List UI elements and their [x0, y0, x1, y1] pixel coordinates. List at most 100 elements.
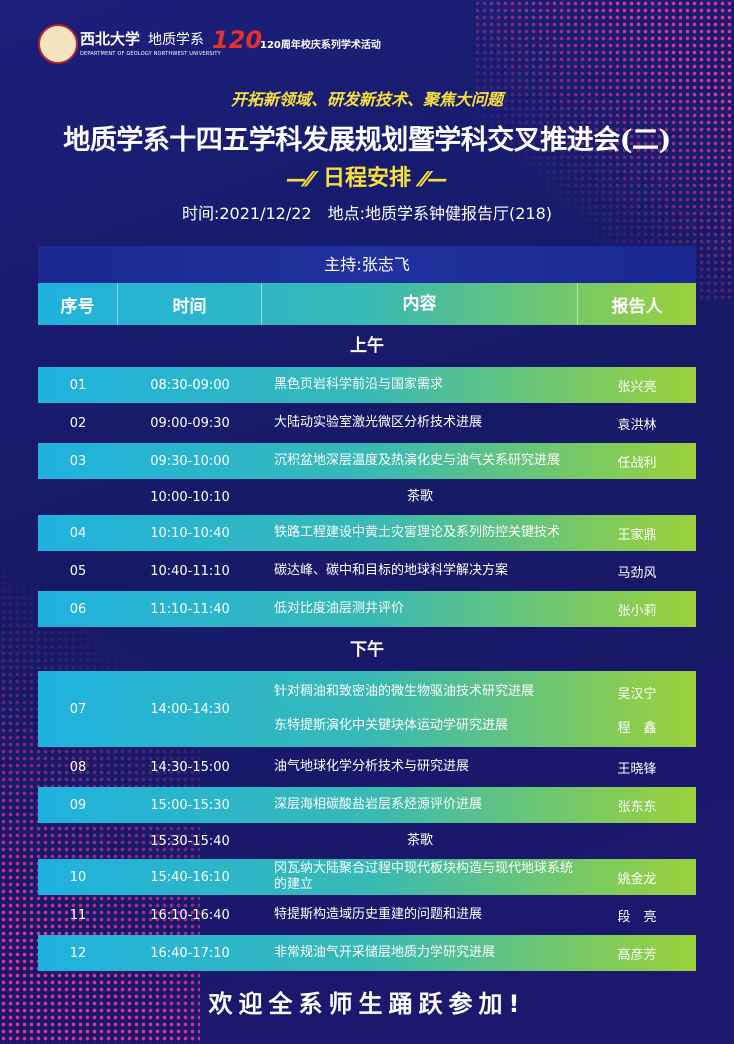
content-cell: 碳达峰、碳中和目标的地球科学解决方案 [262, 553, 578, 589]
break-row: 15:30-15:40 茶歌 [38, 825, 696, 857]
talk-title: 油气地球化学分析技术与研究进展 [274, 759, 470, 774]
speaker: 高彦芳 [617, 947, 657, 963]
schedule-row: 04 10:10-10:40 铁路工程建设中黄土灾害理论及系列防控关键技术 王家鼎 [38, 515, 696, 551]
speaker: 吴汉宁 [617, 686, 657, 702]
talk-title: 针对稠油和致密油的微生物驱油技术研究进展 [274, 684, 535, 699]
content-cell: 针对稠油和致密油的微生物驱油技术研究进展 东特提斯演化中关键块体运动学研究进展 [262, 671, 578, 747]
schedule-row: 01 08:30-09:00 黑色页岩科学前沿与国家需求 张兴亮 [38, 367, 696, 403]
row-number: 04 [69, 525, 87, 541]
row-time: 11:10-11:40 [150, 601, 230, 617]
anniversary-text: 120周年校庆系列学术活动 [260, 40, 381, 51]
row-time: 16:40-17:10 [150, 945, 230, 961]
department-en: DEPARTMENT OF GEOLOGY NORTHWEST UNIVERSI… [80, 51, 221, 57]
decoration: ⁄⁄— [421, 167, 448, 191]
schedule-row: 08 14:30-15:00 油气地球化学分析技术与研究进展 王晓锋 [38, 749, 696, 785]
row-number: 09 [69, 797, 87, 813]
talk-title: 深层海相碳酸盐岩层系烃源评价进展 [274, 797, 483, 812]
department-name: 地质学系 [148, 32, 204, 48]
talk-title: 大陆动实验室激光微区分析技术进展 [274, 415, 483, 430]
cell [38, 825, 118, 857]
break-time: 15:30-15:40 [150, 833, 230, 849]
column-header: 序号 [38, 283, 118, 325]
schedule-row: 10 15:40-16:10 冈瓦纳大陆聚合过程中现代板块构造与现代地球系统的建立 姚… [38, 859, 696, 895]
cell [38, 481, 118, 513]
host: 主持:张志飞 [38, 246, 696, 283]
column-header: 内容 [262, 283, 578, 325]
speaker: 袁洪林 [617, 417, 657, 433]
schedule-row: 11 16:10-16:40 特提斯构造域历史重建的问题和进展 段 亮 [38, 897, 696, 933]
subtitle-wrap: —⁄⁄ 日程安排 ⁄⁄— [0, 160, 734, 192]
cell [578, 481, 696, 513]
section-label: 下午 [350, 640, 384, 660]
break-label: 茶歌 [406, 489, 433, 504]
row-number: 12 [69, 945, 87, 961]
row-number: 11 [69, 907, 87, 923]
content-cell: 特提斯构造域历史重建的问题和进展 [262, 897, 578, 933]
header-row: 序号 时间 内容 报告人 [38, 283, 696, 325]
time: 时间:2021/12/22 [181, 204, 312, 223]
slogan: 开拓新领域、研发新技术、聚焦大问题 [230, 90, 503, 109]
schedule-row: 12 16:40-17:10 非常规油气开采储层地质力学研究进展 高彦芳 [38, 935, 696, 971]
content-cell: 黑色页岩科学前沿与国家需求 [262, 367, 578, 403]
schedule-row: 03 09:30-10:00 沉积盆地深层温度及热演化史与油气关系研究进展 任战利 [38, 443, 696, 479]
content-cell: 沉积盆地深层温度及热演化史与油气关系研究进展 [262, 443, 578, 479]
university-logo [38, 24, 78, 64]
place: 地点:地质学系钟健报告厅(218) [327, 204, 553, 223]
row-time: 09:00-09:30 [150, 415, 230, 431]
speaker: 王晓锋 [617, 761, 657, 777]
speaker: 张东东 [617, 799, 657, 815]
row-number: 01 [69, 377, 87, 393]
schedule-row: 06 11:10-11:40 低对比度油层测井评价 张小莉 [38, 591, 696, 627]
row-number: 06 [69, 601, 87, 617]
speaker: 张小莉 [617, 603, 657, 619]
content-cell: 铁路工程建设中黄土灾害理论及系列防控关键技术 [262, 515, 578, 551]
speaker: 张兴亮 [617, 379, 657, 395]
schedule-row: 05 10:40-11:10 碳达峰、碳中和目标的地球科学解决方案 马劲风 [38, 553, 696, 589]
speaker-cell: 马劲风 [578, 553, 696, 589]
anniversary-logo: 120 [212, 26, 263, 54]
cell [578, 825, 696, 857]
content-cell: 冈瓦纳大陆聚合过程中现代板块构造与现代地球系统的建立 [262, 859, 578, 895]
schedule-row: 02 09:00-09:30 大陆动实验室激光微区分析技术进展 袁洪林 [38, 405, 696, 441]
break-label: 茶歌 [406, 833, 433, 848]
speaker: 任战利 [617, 455, 657, 471]
row-time: 14:00-14:30 [150, 701, 230, 717]
speaker: 姚金龙 [617, 871, 657, 887]
content-cell: 大陆动实验室激光微区分析技术进展 [262, 405, 578, 441]
speaker: 马劲风 [617, 565, 657, 581]
talk-title: 铁路工程建设中黄土灾害理论及系列防控关键技术 [274, 525, 561, 540]
column-header: 报告人 [611, 296, 663, 317]
row-time: 08:30-09:00 [150, 377, 230, 393]
cell: 茶歌 [262, 825, 578, 857]
speaker-cell: 段 亮 [578, 897, 696, 933]
speaker-cell: 高彦芳 [578, 935, 696, 971]
speaker-cell: 吴汉宁程 鑫 [578, 671, 696, 747]
talk-title: 东特提斯演化中关键块体运动学研究进展 [274, 718, 509, 733]
talk-title: 冈瓦纳大陆聚合过程中现代板块构造与现代地球系统的建立 [274, 861, 574, 892]
schedule-table: 序号 时间 内容 报告人 上午 01 08:30-09:00 黑色页岩科学前沿与国家需求 张兴亮… [38, 283, 696, 973]
schedule-row: 09 15:00-15:30 深层海相碳酸盐岩层系烃源评价进展 张东东 [38, 787, 696, 823]
speaker: 段 亮 [617, 909, 657, 925]
talk-title: 碳达峰、碳中和目标的地球科学解决方案 [274, 563, 509, 578]
row-time: 09:30-10:00 [150, 453, 230, 469]
content-cell: 油气地球化学分析技术与研究进展 [262, 749, 578, 785]
talk-title: 非常规油气开采储层地质力学研究进展 [274, 945, 496, 960]
decoration: —⁄⁄ [286, 167, 313, 191]
section-label: 上午 [350, 336, 384, 356]
row-time: 16:10-16:40 [150, 907, 230, 923]
row-number: 02 [69, 415, 87, 431]
row-number: 07 [69, 701, 87, 717]
row-time: 10:10-10:40 [150, 525, 230, 541]
talk-title: 低对比度油层测井评价 [274, 601, 405, 616]
info: 时间:2021/12/22 地点:地质学系钟健报告厅(218) [0, 200, 734, 224]
row-number: 05 [69, 563, 87, 579]
speaker-cell: 袁洪林 [578, 405, 696, 441]
row-time: 10:40-11:10 [150, 563, 230, 579]
speaker-cell: 张兴亮 [578, 367, 696, 403]
content-cell: 非常规油气开采储层地质力学研究进展 [262, 935, 578, 971]
footer: 欢迎全系师生踊跃参加! [208, 990, 526, 1018]
speaker-cell: 王家鼎 [578, 515, 696, 551]
content-cell: 深层海相碳酸盐岩层系烃源评价进展 [262, 787, 578, 823]
speaker-cell: 张小莉 [578, 591, 696, 627]
row-time: 15:40-16:10 [150, 869, 230, 885]
